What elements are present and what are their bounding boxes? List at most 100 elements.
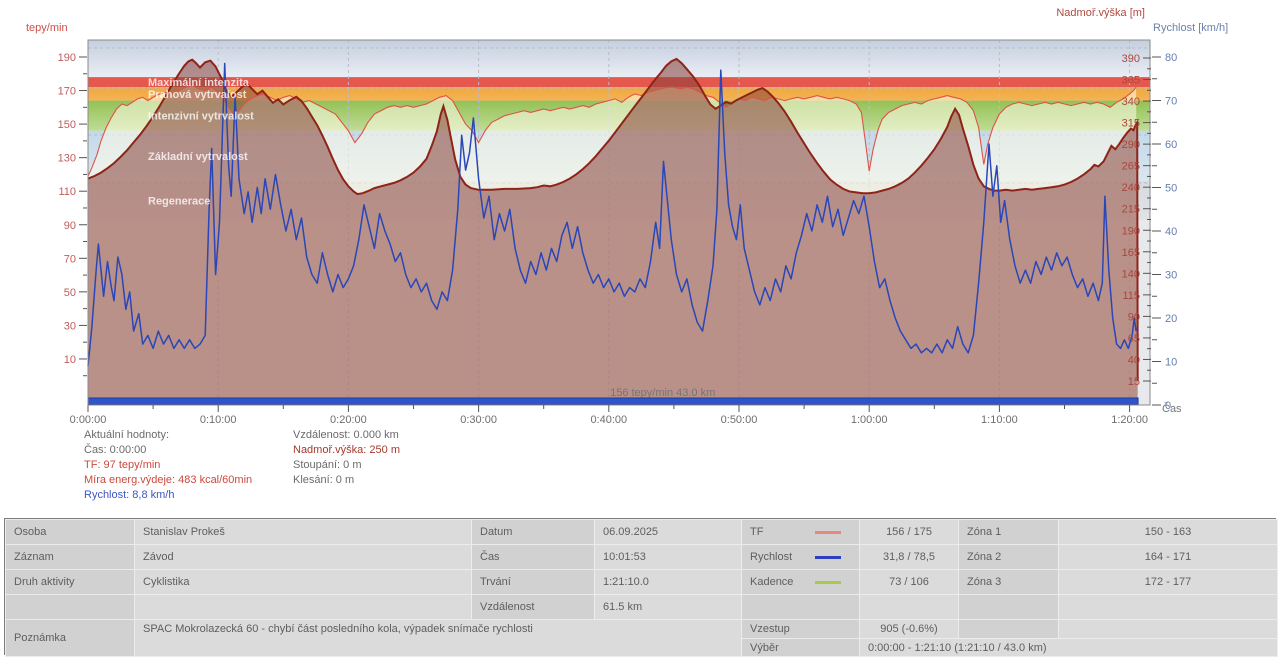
speed-tick-label: 30	[1165, 270, 1177, 282]
time-value: 10:01:53	[594, 544, 742, 570]
alt-tick-label: 90	[1128, 311, 1140, 323]
time-tick-label: 0:20:00	[330, 414, 367, 426]
alt-tick-label: 15	[1128, 376, 1140, 388]
current-value-line: Vzdálenost: 0.000 km	[293, 429, 399, 441]
selection-value: 0:00:00 - 1:21:10 (1:21:10 / 43.0 km)	[859, 638, 1278, 657]
zone-label: Maximální intenzita	[148, 77, 250, 89]
current-value-line: TF: 97 tepy/min	[84, 459, 161, 471]
alt-tick-label: 290	[1122, 139, 1140, 151]
hr-tick-label: 130	[58, 153, 76, 165]
time-tick-label: 0:00:00	[70, 414, 107, 426]
empty-cell	[1058, 594, 1278, 620]
speed-axis-title: Rychlost [km/h]	[1153, 22, 1229, 34]
cadence-legend-line	[815, 580, 841, 584]
hr-tick-label: 170	[58, 86, 76, 98]
speed-label: Rychlost	[750, 551, 793, 563]
alt-tick-label: 315	[1122, 118, 1140, 130]
ascent-value: 905 (-0.6%)	[859, 619, 959, 639]
current-values-column-1: Aktuální hodnoty: Čas: 0:00:00 TF: 97 tepy…	[84, 428, 252, 503]
date-value: 06.09.2025	[594, 519, 742, 545]
speed-legend-line	[815, 555, 841, 559]
tf-legend-line	[815, 530, 841, 534]
person-value: Stanislav Prokeš	[134, 519, 472, 545]
zone3-range: 172 - 177	[1058, 569, 1278, 595]
empty-cell	[1058, 619, 1278, 639]
time-tick-label: 1:20:00	[1111, 414, 1148, 426]
current-values-column-2: Vzdálenost: 0.000 km Nadmoř.výška: 250 m S…	[293, 428, 400, 488]
heart-rate-line	[87, 84, 1137, 177]
hr-tick-label: 150	[58, 119, 76, 131]
empty-cell	[741, 594, 860, 620]
duration-value: 1:21:10.0	[594, 569, 742, 595]
zone-band	[88, 87, 1150, 101]
speed-tick-label: 20	[1165, 313, 1177, 325]
time-tick-label: 1:10:00	[981, 414, 1018, 426]
zone-band-top	[88, 40, 1150, 78]
tf-value: 156 / 175	[859, 519, 959, 545]
zone2-label: Zóna 2	[958, 544, 1059, 570]
zone3-label: Zóna 3	[958, 569, 1059, 595]
distance-label: Vzdálenost	[471, 594, 595, 620]
current-value-line: Rychlost: 8,8 km/h	[84, 489, 175, 501]
plot-border	[87, 39, 1151, 406]
date-label: Datum	[471, 519, 595, 545]
alt-tick-label: 365	[1122, 75, 1140, 87]
zone1-range: 150 - 163	[1058, 519, 1278, 545]
tf-label: TF	[750, 526, 764, 538]
alt-tick-label: 165	[1122, 247, 1140, 259]
record-value: Závod	[134, 544, 472, 570]
ascent-label: Vzestup	[741, 619, 860, 639]
zone-label: Intenzivní vytrvalost	[148, 111, 254, 123]
current-value-line: Čas: 0:00:00	[84, 444, 147, 456]
time-axis-title: Čas	[1162, 403, 1182, 415]
person-label: Osoba	[5, 519, 135, 545]
time-tick-label: 0:50:00	[721, 414, 758, 426]
hr-tick-label: 190	[58, 52, 76, 64]
note-label: Poznámka	[5, 619, 135, 657]
current-value-line: Aktuální hodnoty:	[84, 429, 170, 441]
alt-tick-label: 115	[1122, 290, 1140, 302]
current-value-line: Míra energ.výdeje: 483 kcal/60min	[84, 474, 253, 486]
speed-tick-label: 50	[1165, 183, 1177, 195]
speed-tick-label: 60	[1165, 139, 1177, 151]
hr-tick-label: 70	[64, 253, 76, 265]
current-value-line: Nadmoř.výška: 250 m	[293, 444, 400, 456]
selection-bar[interactable]	[87, 397, 1139, 405]
altitude-axis-title: Nadmoř.výška [m]	[1056, 7, 1145, 19]
alt-tick-label: 240	[1122, 182, 1140, 194]
speed-tick-label: 0	[1165, 400, 1171, 412]
speed-tick-label: 10	[1165, 357, 1177, 369]
hr-tick-label: 50	[64, 287, 76, 299]
cadence-label: Kadence	[750, 576, 794, 588]
empty-cell	[958, 594, 1059, 620]
speed-tick-label: 40	[1165, 226, 1177, 238]
summary-table: Osoba Stanislav Prokeš Datum 06.09.2025 …	[4, 518, 1278, 657]
zone-label: Regenerace	[148, 195, 210, 207]
alt-tick-label: 40	[1128, 354, 1140, 366]
duration-label: Trvání	[471, 569, 595, 595]
cadence-value: 73 / 106	[859, 569, 959, 595]
time-tick-label: 0:10:00	[200, 414, 237, 426]
alt-tick-label: 190	[1122, 225, 1140, 237]
zone-band	[88, 77, 1150, 88]
time-tick-label: 0:40:00	[590, 414, 627, 426]
current-value-line: Klesání: 0 m	[293, 474, 355, 486]
speed-tick-label: 80	[1165, 52, 1177, 64]
zone1-label: Zóna 1	[958, 519, 1059, 545]
altitude-fill	[88, 58, 1138, 405]
record-label: Záznam	[5, 544, 135, 570]
selection-annotation: 156 tepy/min 43.0 km	[610, 387, 715, 399]
hr-tick-label: 90	[64, 220, 76, 232]
alt-tick-label: 340	[1122, 96, 1140, 108]
empty-cell	[5, 594, 135, 620]
time-label: Čas	[471, 544, 595, 570]
tf-legend-cell: TF	[741, 519, 860, 545]
zone2-range: 164 - 171	[1058, 544, 1278, 570]
alt-tick-label: 390	[1122, 53, 1140, 65]
empty-cell	[859, 594, 959, 620]
alt-tick-label: 215	[1122, 204, 1140, 216]
hr-tick-label: 30	[64, 320, 76, 332]
